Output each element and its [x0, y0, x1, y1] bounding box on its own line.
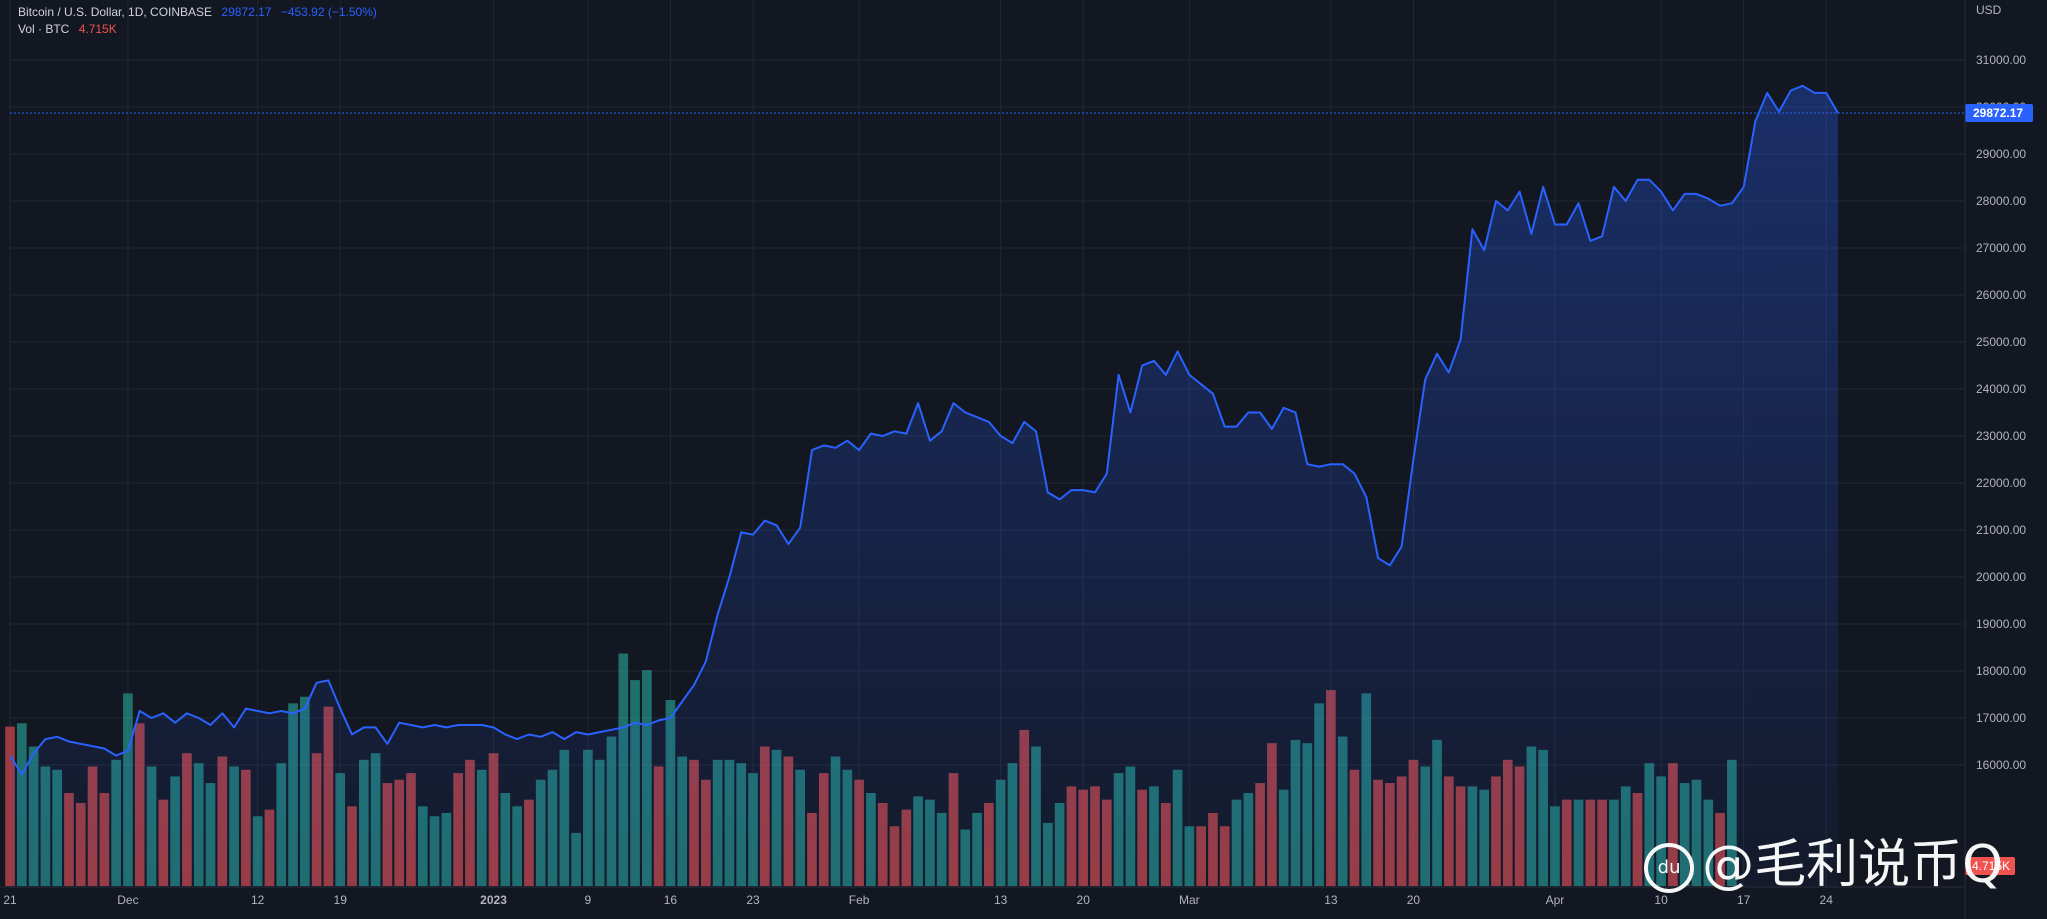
currency-label: USD	[1976, 3, 2002, 17]
volume-legend[interactable]: Vol · BTC 4.715K	[18, 22, 123, 36]
symbol-title: Bitcoin / U.S. Dollar, 1D, COINBASE	[18, 5, 213, 19]
last-price-badge-label: 29872.17	[1973, 106, 2023, 120]
last-volume-badge	[1965, 857, 2015, 875]
time-tick-label: 10	[1654, 893, 1668, 907]
time-tick-label: 13	[1324, 893, 1338, 907]
time-tick-label: 20	[1407, 893, 1421, 907]
time-tick-label: 13	[994, 893, 1008, 907]
time-axis-background	[0, 887, 2047, 919]
watermark: du @毛利说币Q	[1644, 822, 2003, 897]
price-tick-label: 31000.00	[1976, 53, 2026, 67]
price-tick-label: 25000.00	[1976, 335, 2026, 349]
watermark-text: @毛利说币Q	[1702, 835, 2003, 895]
time-tick-label: 16	[664, 893, 678, 907]
price-area	[9, 84, 1839, 888]
time-tick-label: Mar	[1179, 893, 1200, 907]
price-change-value: −453.92 (−1.50%)	[280, 5, 377, 19]
time-tick-label: 24	[1820, 893, 1834, 907]
price-tick-label: 17000.00	[1976, 711, 2026, 725]
price-tick-label: 19000.00	[1976, 617, 2026, 631]
price-tick-label: 27000.00	[1976, 241, 2026, 255]
time-tick-label: 2023	[480, 893, 507, 907]
price-area-fill	[10, 85, 1838, 888]
price-tick-label: 18000.00	[1976, 664, 2026, 678]
price-tick-label: 23000.00	[1976, 429, 2026, 443]
price-tick-label: 24000.00	[1976, 382, 2026, 396]
price-tick-label: 22000.00	[1976, 476, 2026, 490]
time-tick-label: Dec	[117, 893, 138, 907]
time-tick-label: 19	[334, 893, 348, 907]
time-tick-label: Feb	[849, 893, 870, 907]
symbol-legend[interactable]: Bitcoin / U.S. Dollar, 1D, COINBASE 2987…	[18, 5, 383, 19]
volume-label: Vol · BTC	[18, 22, 70, 36]
price-tick-label: 20000.00	[1976, 570, 2026, 584]
price-tick-label: 21000.00	[1976, 523, 2026, 537]
time-tick-label: 23	[746, 893, 760, 907]
volume-value: 4.715K	[78, 22, 117, 36]
price-tick-label: 29000.00	[1976, 147, 2026, 161]
time-tick-label: 20	[1077, 893, 1091, 907]
last-price-value: 29872.17	[221, 5, 272, 19]
price-axis-background	[1965, 0, 2047, 919]
time-tick-label: 12	[251, 893, 265, 907]
weibo-logo-icon: du	[1644, 843, 1695, 893]
time-tick-label: 17	[1737, 893, 1751, 907]
time-tick-label: Apr	[1546, 893, 1565, 907]
price-tick-label: 26000.00	[1976, 288, 2026, 302]
price-tick-label: 16000.00	[1976, 758, 2026, 772]
time-tick-label: 9	[585, 893, 592, 907]
price-line	[9, 84, 1839, 776]
price-tick-label: 28000.00	[1976, 194, 2026, 208]
price-axis[interactable]: USD 16000.00 17000.00 18000.00 19000.00 20000…	[1965, 0, 2047, 919]
time-tick-label: 21	[3, 893, 17, 907]
last-volume-badge-label: 4.715K	[1972, 859, 2010, 873]
last-price-badge	[1965, 104, 2033, 123]
